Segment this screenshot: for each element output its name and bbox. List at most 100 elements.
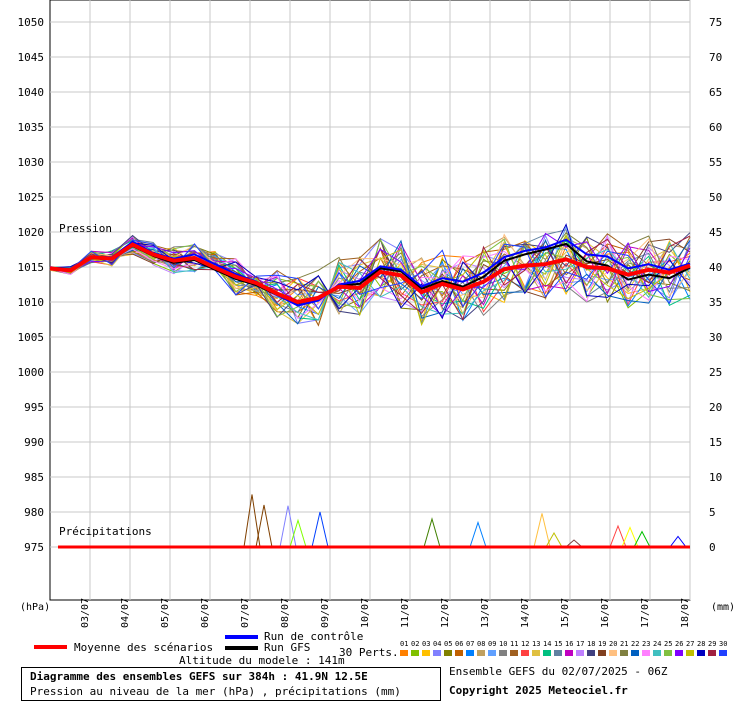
right-tick-label: 65	[709, 86, 722, 99]
left-tick-label: 1025	[18, 191, 45, 204]
precip-peak	[289, 518, 307, 548]
right-tick-label: 20	[709, 401, 722, 414]
x-tick-label: 03/07	[80, 598, 91, 628]
right-tick-label: 45	[709, 226, 722, 239]
run-info: Ensemble GEFS du 02/07/2025 - 06Z	[449, 665, 668, 678]
pert-number: 13	[532, 640, 541, 648]
x-tick-label: 17/07	[640, 598, 651, 628]
precip-peak	[311, 511, 329, 548]
pert-swatch	[433, 650, 441, 656]
precip-peak	[279, 505, 297, 548]
pert-swatch	[499, 650, 507, 656]
pert-number: 12	[521, 640, 530, 648]
left-axis-unit: (hPa)	[20, 602, 50, 613]
pert-swatch	[620, 650, 628, 656]
right-tick-label: 35	[709, 296, 722, 309]
pert-number: 28	[697, 640, 706, 648]
pert-swatch	[466, 650, 474, 656]
right-axis-unit: (mm)	[711, 602, 735, 613]
precip-panel-label: Précipitations	[59, 525, 152, 538]
x-tick-label: 14/07	[520, 598, 531, 628]
pert-number: 04	[433, 640, 442, 648]
pert-number: 27	[686, 640, 695, 648]
pert-number: 16	[565, 640, 574, 648]
pert-swatch	[422, 650, 430, 656]
perturbation-line	[49, 236, 691, 319]
pressure-panel-label: Pression	[59, 222, 112, 235]
pert-number: 26	[675, 640, 684, 648]
x-tick-label: 04/07	[120, 598, 131, 628]
pert-number: 23	[642, 640, 651, 648]
altitude-label: Altitude du modele : 141m	[179, 654, 345, 667]
pert-swatch	[598, 650, 606, 656]
pert-number: 22	[631, 640, 640, 648]
left-tick-label: 1005	[18, 331, 45, 344]
pert-swatch	[411, 650, 419, 656]
pert-swatch	[675, 650, 683, 656]
pert-number: 29	[708, 640, 717, 648]
pert-swatch	[444, 650, 452, 656]
pert-number: 08	[477, 640, 486, 648]
pert-number: 02	[411, 640, 420, 648]
pert-number: 19	[598, 640, 607, 648]
pert-number: 15	[554, 640, 563, 648]
pert-number: 24	[653, 640, 662, 648]
pert-swatch	[565, 650, 573, 656]
pert-swatch	[532, 650, 540, 656]
pert-number: 10	[499, 640, 508, 648]
perturbation-line	[49, 239, 691, 310]
pert-number: 07	[466, 640, 475, 648]
left-tick-label: 1045	[18, 51, 45, 64]
x-axis-ticks: 03/07 04/07 05/07 06/07 07/07 08/07 09/07 10/07…	[80, 598, 691, 628]
right-tick-label: 60	[709, 121, 722, 134]
x-tick-label: 06/07	[200, 598, 211, 628]
right-tick-label: 40	[709, 261, 722, 274]
pert-number: 09	[488, 640, 497, 648]
legend-control-label: Run de contrôle	[264, 630, 364, 643]
x-tick-label: 10/07	[360, 598, 371, 628]
pert-swatch	[543, 650, 551, 656]
left-tick-label: 985	[24, 471, 44, 484]
pert-number: 14	[543, 640, 552, 648]
pert-swatch	[686, 650, 694, 656]
left-tick-label: 1040	[18, 86, 45, 99]
x-tick-label: 18/07	[680, 598, 691, 628]
precip-peak	[255, 504, 273, 548]
pert-swatch	[631, 650, 639, 656]
right-tick-label: 5	[709, 506, 716, 519]
x-tick-label: 16/07	[600, 598, 611, 628]
x-tick-label: 07/07	[240, 598, 251, 628]
pert-swatch	[554, 650, 562, 656]
perturbation-line	[49, 241, 691, 321]
pert-swatch	[642, 650, 650, 656]
right-tick-label: 55	[709, 156, 722, 169]
chart-title: Diagramme des ensembles GEFS sur 384h : …	[30, 670, 368, 683]
x-tick-label: 15/07	[560, 598, 571, 628]
pert-swatch	[477, 650, 485, 656]
x-tick-label: 11/07	[400, 598, 411, 628]
right-tick-label: 15	[709, 436, 722, 449]
precip-peak	[423, 517, 441, 548]
pert-swatch	[587, 650, 595, 656]
pert-number: 20	[609, 640, 618, 648]
right-tick-label: 75	[709, 16, 722, 29]
legend-mean-label: Moyenne des scénarios	[74, 641, 214, 654]
left-tick-label: 1035	[18, 121, 45, 134]
right-tick-label: 70	[709, 51, 722, 64]
main-series-lines	[49, 238, 691, 549]
pert-swatch	[455, 650, 463, 656]
pert-swatch	[653, 650, 661, 656]
pert-swatch	[400, 650, 408, 656]
left-tick-label: 1050	[18, 16, 45, 29]
x-tick-label: 05/07	[160, 598, 171, 628]
pert-swatch	[488, 650, 496, 656]
pert-number: 01	[400, 640, 409, 648]
left-tick-label: 1010	[18, 296, 45, 309]
pert-number: 03	[422, 640, 431, 648]
pert-number: 25	[664, 640, 673, 648]
left-tick-label: 980	[24, 506, 44, 519]
legend-mean-swatch	[34, 645, 67, 649]
pert-swatch	[708, 650, 716, 656]
